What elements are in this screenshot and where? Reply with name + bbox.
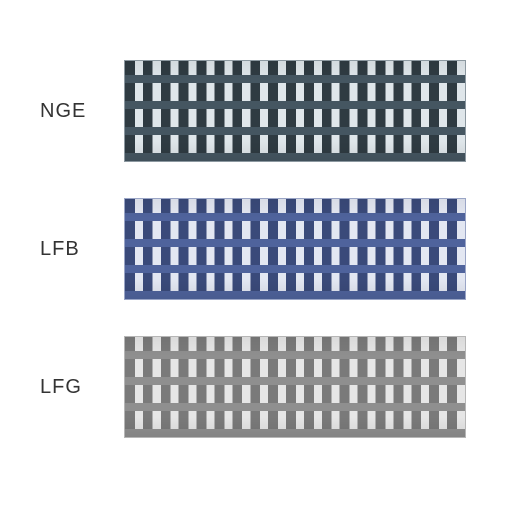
belt-row-lfb: LFB (40, 198, 472, 300)
belt-row-nge: NGE (40, 60, 472, 162)
belt-swatch-lfg (124, 336, 466, 438)
belt-shade (125, 199, 465, 299)
belt-shade (125, 61, 465, 161)
belt-swatch-nge (124, 60, 466, 162)
belt-label: LFG (40, 376, 100, 399)
belt-shade (125, 337, 465, 437)
belt-label: NGE (40, 100, 100, 123)
belt-swatch-lfb (124, 198, 466, 300)
belt-row-lfg: LFG (40, 336, 472, 438)
belt-label: LFB (40, 238, 100, 261)
belt-list: NGE LFB LFG (0, 0, 512, 478)
